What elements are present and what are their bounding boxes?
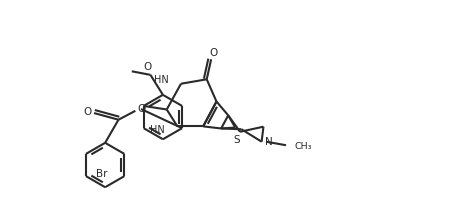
Text: S: S	[233, 135, 240, 145]
Text: N: N	[265, 137, 273, 147]
Text: HN: HN	[154, 75, 168, 85]
Text: O: O	[84, 107, 92, 117]
Text: CH₃: CH₃	[294, 142, 312, 151]
Text: O: O	[209, 48, 218, 58]
Text: Br: Br	[95, 169, 107, 179]
Text: O: O	[137, 104, 145, 114]
Text: O: O	[144, 62, 152, 72]
Text: HN: HN	[150, 125, 165, 135]
